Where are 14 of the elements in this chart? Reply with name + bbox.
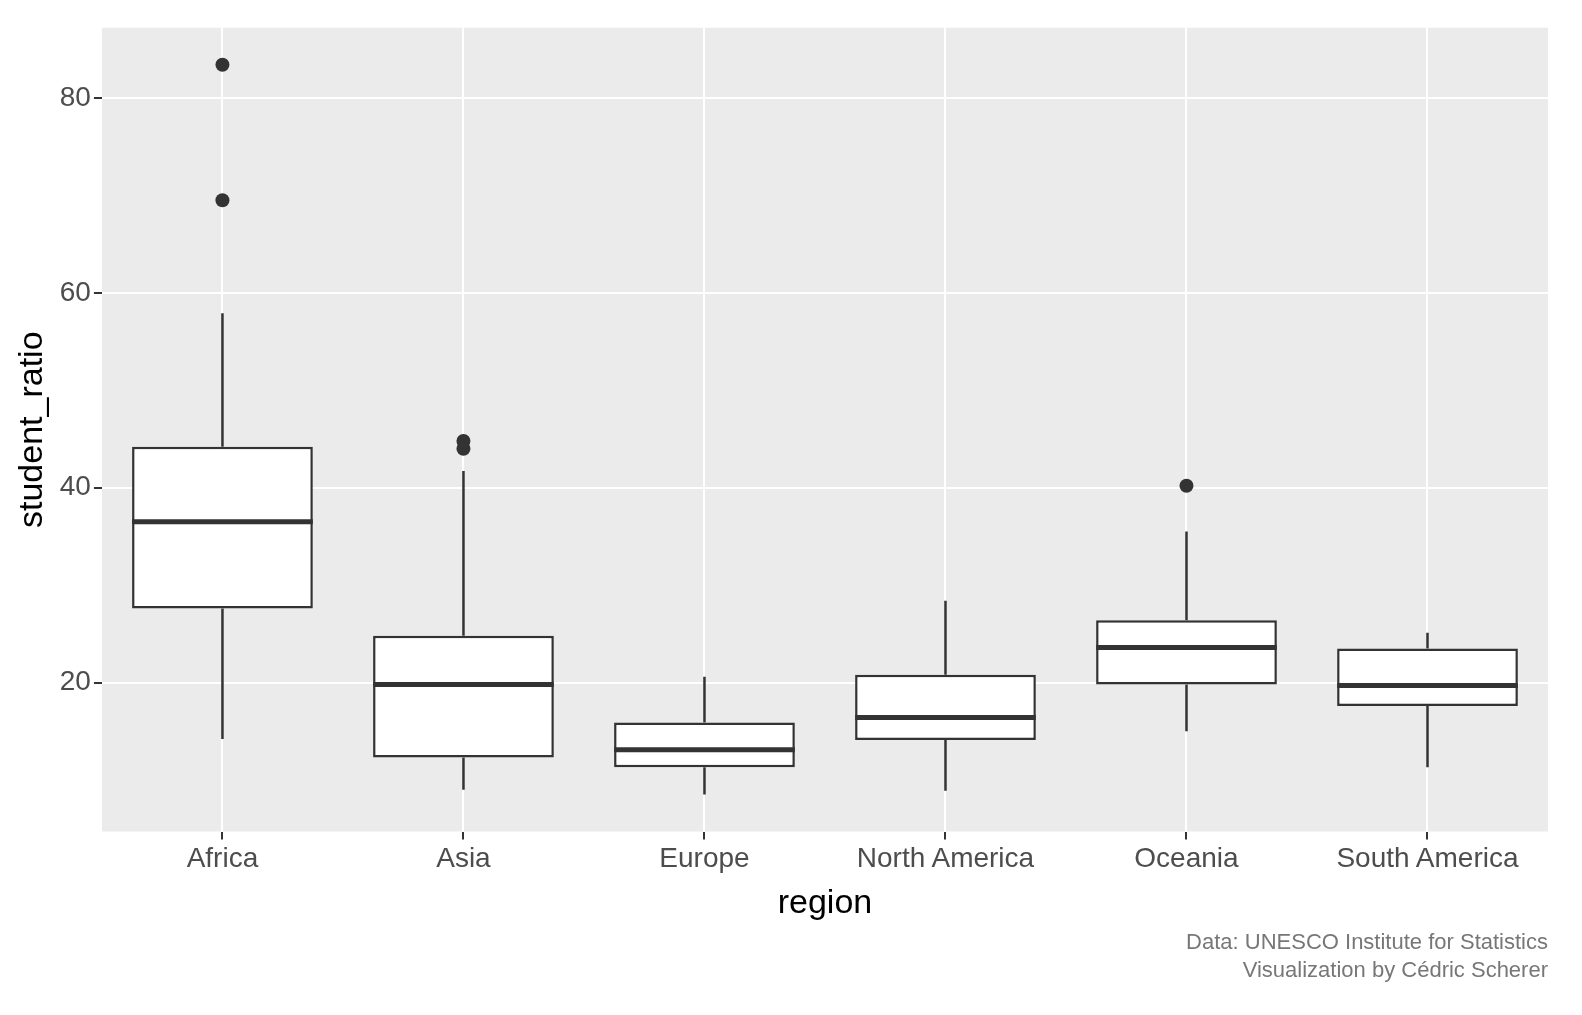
y-tick-label: 80	[59, 80, 91, 112]
y-axis-title: student_ratio	[10, 331, 49, 528]
x-tick-label: Asia	[436, 842, 492, 874]
x-tick-label: Africa	[186, 842, 259, 874]
y-tick-label: 60	[59, 275, 91, 307]
x-tick-label: Europe	[659, 842, 750, 874]
x-tick-label: South America	[1336, 842, 1519, 874]
y-tick-label: 40	[59, 470, 91, 502]
x-axis-title: region	[777, 881, 873, 920]
y-tick-label: 20	[59, 665, 91, 697]
text: Data: UNESCO Institute for Statistics	[1185, 928, 1548, 956]
text: Visualization by Cédric Scherer	[1241, 956, 1548, 984]
x-tick-label: Oceania	[1134, 842, 1240, 874]
x-tick-label: North America	[856, 842, 1035, 874]
